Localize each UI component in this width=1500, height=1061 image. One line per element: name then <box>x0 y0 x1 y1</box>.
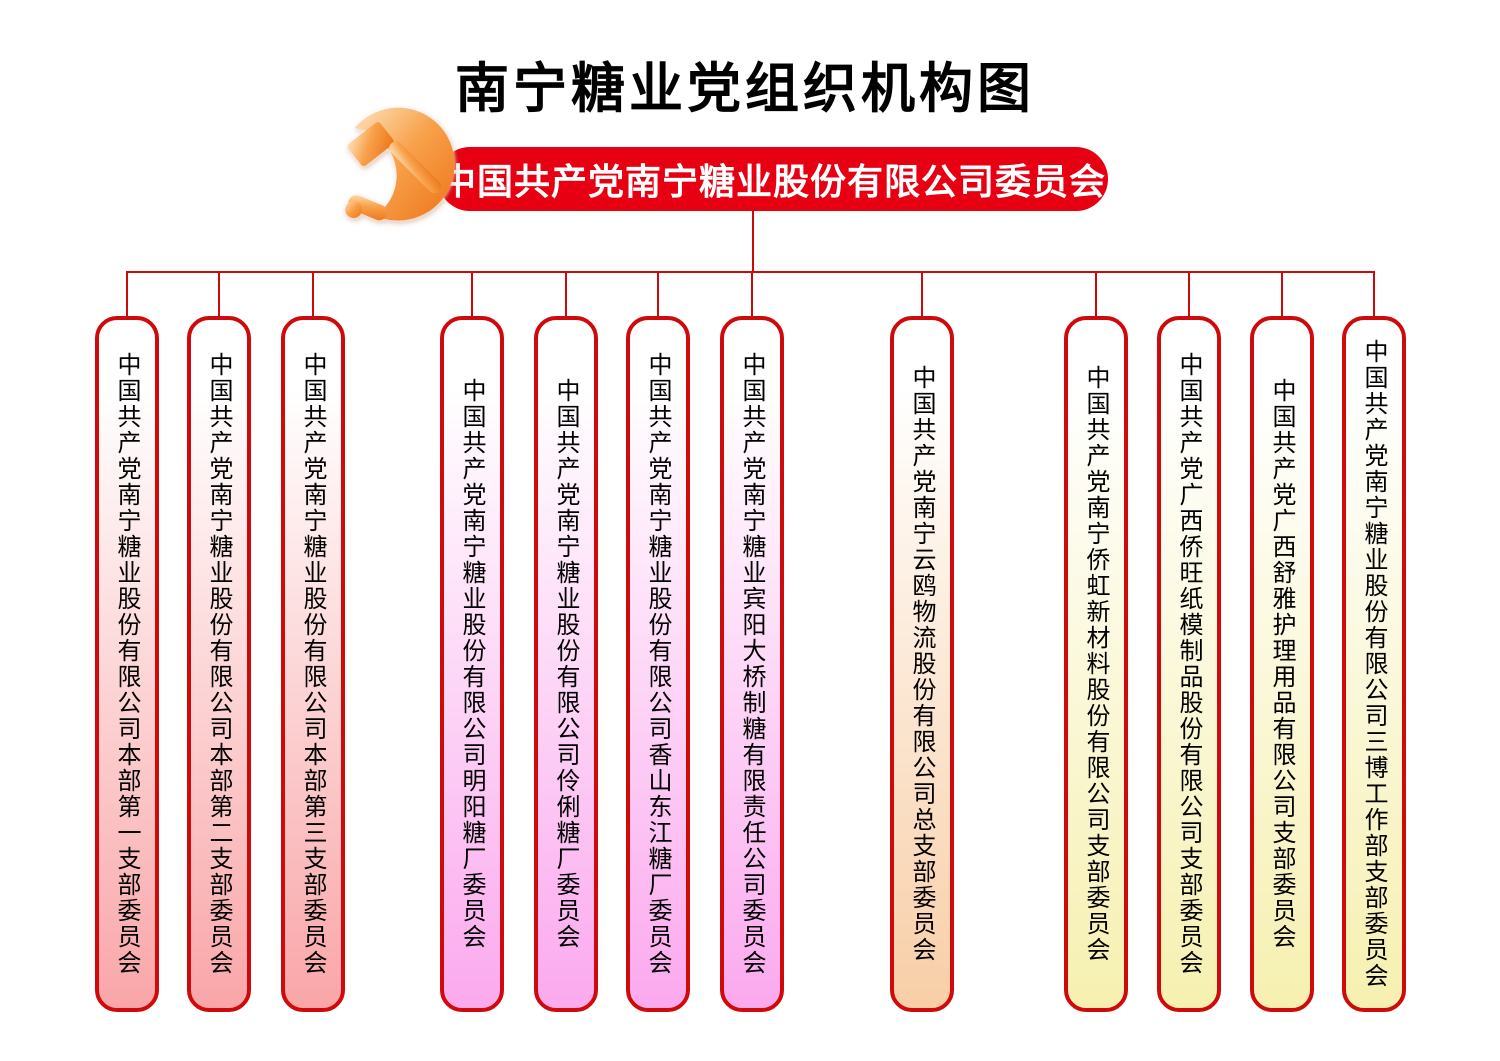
org-branch-box: 中国共产党广西侨旺纸模制品股份有限公司支部委员会 <box>1157 316 1221 1012</box>
connector-branch-stub <box>126 271 128 316</box>
org-branch-label: 中国共产党广西舒雅护理用品有限公司支部委员会 <box>1268 378 1296 950</box>
org-branch-label: 中国共产党广西侨旺纸模制品股份有限公司支部委员会 <box>1175 352 1203 976</box>
org-branch-box: 中国共产党南宁糖业股份有限公司三博工作部支部委员会 <box>1342 316 1406 1012</box>
org-branch-box: 中国共产党南宁糖业股份有限公司本部第一支部委员会 <box>95 316 159 1012</box>
connector-hline <box>127 271 1374 273</box>
connector-branch-stub <box>471 271 473 316</box>
org-branch-box: 中国共产党南宁糖业股份有限公司香山东江糖厂委员会 <box>626 316 690 1012</box>
org-branch-box: 中国共产党南宁糖业股份有限公司明阳糖厂委员会 <box>440 316 504 1012</box>
root-committee-banner: 中国共产党南宁糖业股份有限公司委员会 <box>438 147 1108 211</box>
org-branch-box: 中国共产党南宁糖业宾阳大桥制糖有限责任公司委员会 <box>720 316 784 1012</box>
connector-branch-stub <box>1281 271 1283 316</box>
party-emblem-icon <box>345 107 455 221</box>
page-title: 南宁糖业党组织机构图 <box>455 56 1035 120</box>
org-branch-box: 中国共产党广西舒雅护理用品有限公司支部委员会 <box>1250 316 1314 1012</box>
org-branch-box: 中国共产党南宁云鸥物流股份有限公司总支部委员会 <box>890 316 954 1012</box>
org-branch-label: 中国共产党南宁糖业股份有限公司伶俐糖厂委员会 <box>552 378 580 950</box>
connector-branch-stub <box>751 271 753 316</box>
connector-branch-stub <box>565 271 567 316</box>
connector-branch-stub <box>312 271 314 316</box>
connector-root-stub <box>752 211 754 273</box>
org-branch-label: 中国共产党南宁糖业股份有限公司香山东江糖厂委员会 <box>644 352 672 976</box>
connector-branch-stub <box>1188 271 1190 316</box>
org-branch-box: 中国共产党南宁糖业股份有限公司本部第三支部委员会 <box>281 316 345 1012</box>
connector-branch-stub <box>657 271 659 316</box>
org-branch-label: 中国共产党南宁糖业股份有限公司本部第三支部委员会 <box>299 352 327 976</box>
connector-branch-stub <box>218 271 220 316</box>
org-branch-box: 中国共产党南宁糖业股份有限公司本部第二支部委员会 <box>187 316 251 1012</box>
connector-branch-stub <box>921 271 923 316</box>
org-branch-label: 中国共产党南宁糖业股份有限公司本部第一支部委员会 <box>113 352 141 976</box>
connector-branch-stub <box>1095 271 1097 316</box>
connector-branch-stub <box>1373 271 1375 316</box>
org-branch-label: 中国共产党南宁糖业股份有限公司明阳糖厂委员会 <box>458 378 486 950</box>
org-branch-label: 中国共产党南宁云鸥物流股份有限公司总支部委员会 <box>908 365 936 963</box>
root-committee-label: 中国共产党南宁糖业股份有限公司委员会 <box>439 162 1106 203</box>
org-branch-box: 中国共产党南宁糖业股份有限公司伶俐糖厂委员会 <box>534 316 598 1012</box>
org-branch-label: 中国共产党南宁糖业股份有限公司三博工作部支部委员会 <box>1360 339 1388 989</box>
org-branch-label: 中国共产党南宁糖业宾阳大桥制糖有限责任公司委员会 <box>738 352 766 976</box>
org-branch-label: 中国共产党南宁糖业股份有限公司本部第二支部委员会 <box>205 352 233 976</box>
org-branch-box: 中国共产党南宁侨虹新材料股份有限公司支部委员会 <box>1064 316 1128 1012</box>
org-branch-label: 中国共产党南宁侨虹新材料股份有限公司支部委员会 <box>1082 365 1110 963</box>
